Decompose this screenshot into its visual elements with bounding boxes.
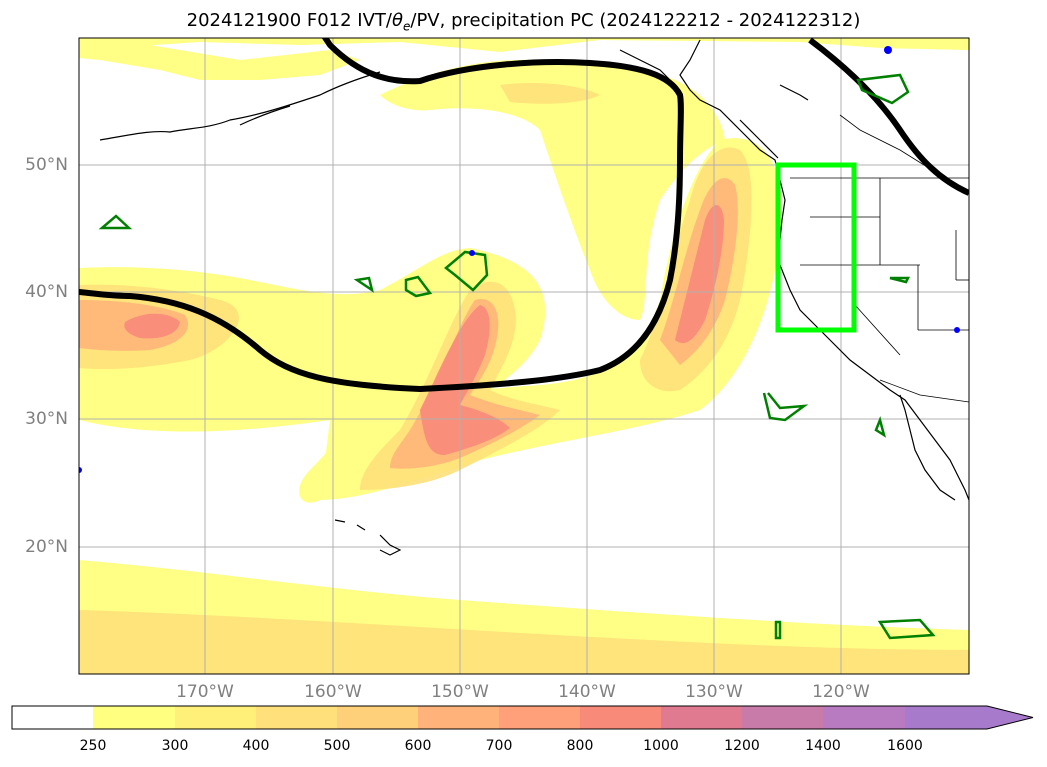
colorbar-tick: 400 <box>242 738 270 754</box>
colorbar-tick: 1200 <box>724 738 760 754</box>
colorbar-tick: 1000 <box>643 738 679 754</box>
lon-label-160w: 160°W <box>304 682 362 702</box>
ivt-shading <box>79 38 969 674</box>
colorbar-tick: 250 <box>79 738 107 754</box>
map-title: 2024121900 F012 IVT/θe/PV, precipitation… <box>186 10 861 34</box>
pv-negative <box>79 46 960 473</box>
lat-label-20n: 20°N <box>25 537 68 557</box>
colorbar-tick: 300 <box>161 738 189 754</box>
colorbar-tick: 600 <box>404 738 432 754</box>
theta-e-contour-east <box>808 38 969 196</box>
theta-e-contour <box>79 38 684 393</box>
colorbar <box>11 705 1034 730</box>
lon-label-120w: 120°W <box>812 682 870 702</box>
colorbar-tick: 500 <box>323 738 351 754</box>
lon-label-170w: 170°W <box>176 682 234 702</box>
map-frame <box>78 37 970 675</box>
pv-contours <box>98 73 936 640</box>
highlight-box <box>775 162 857 333</box>
graticule <box>79 38 969 674</box>
lat-label-40n: 40°N <box>25 282 68 302</box>
colorbar-tick: 800 <box>566 738 594 754</box>
colorbar-tick: 700 <box>485 738 513 754</box>
lon-label-150w: 150°W <box>431 682 489 702</box>
lon-label-130w: 130°W <box>685 682 743 702</box>
colorbar-tick: 1600 <box>887 738 923 754</box>
lat-label-30n: 30°N <box>25 409 68 429</box>
colorbar-tick: 1400 <box>805 738 841 754</box>
lon-label-140w: 140°W <box>558 682 616 702</box>
lat-label-50n: 50°N <box>25 155 68 175</box>
